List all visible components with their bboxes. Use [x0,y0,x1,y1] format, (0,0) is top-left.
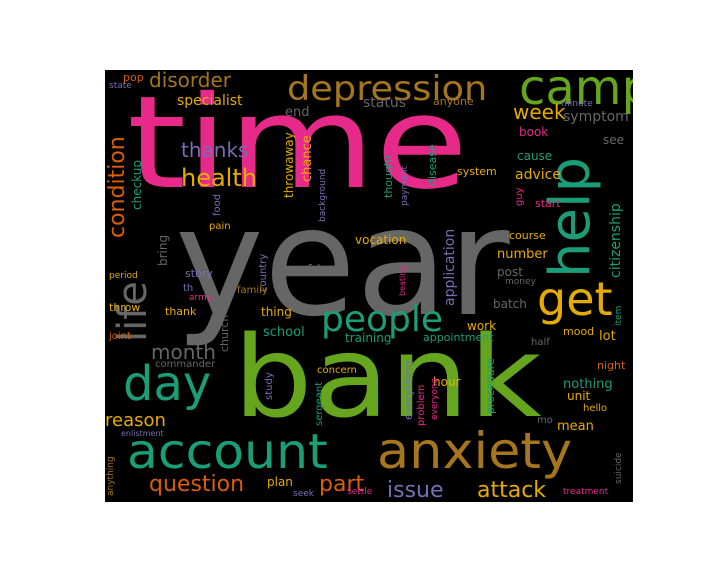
word-post: post [497,265,523,279]
word-throw: throw [109,301,141,314]
word-sergeant: sergeant [314,381,325,426]
word-time: time [127,70,469,218]
word-bring: bring [156,234,170,266]
word-item: item [614,305,624,326]
word-study: study [264,372,275,400]
word-account: account [127,424,328,480]
word-appointment: appointment [423,331,494,344]
word-state: state [109,81,132,91]
word-friend: friend [307,263,346,278]
word-beating: beating [398,265,407,296]
word-depression: depression [287,70,488,109]
word-mean: mean [557,419,594,434]
word-thing: thing [261,305,292,319]
word-concern: concern [317,365,357,376]
word-year: year [175,176,510,350]
word-end: end [285,105,310,120]
word-night: night [597,359,626,372]
word-th: th [183,283,194,294]
word-guy: guy [514,187,525,206]
word-question: question [149,472,245,497]
word-citizenship: citizenship [608,203,624,278]
word-seek: seek [293,489,314,499]
word-system: system [457,165,497,178]
word-treatment: treatment [563,487,609,497]
word-see: see [603,133,625,147]
word-illness: illness [462,241,475,276]
word-start: start [535,197,561,210]
word-cloud: time year bank depression camp help acco… [105,70,633,502]
word-anything: anything [106,456,116,496]
word-enlistment: enlistment [121,429,164,438]
word-reason: reason [105,410,166,431]
word-family: family [237,285,268,296]
word-payment: payment [400,165,410,206]
word-army: army [189,293,213,303]
word-health: health [181,164,257,192]
word-number: number [497,247,548,262]
word-condition: condition [105,136,130,238]
word-problem: problem [416,384,427,426]
word-hour: hour [433,375,461,389]
word-everyone: everyone [430,377,440,420]
word-work: work [467,319,497,333]
word-camp: camp [519,70,633,116]
word-hello: hello [583,403,608,414]
word-part: part [319,472,365,497]
word-month: month [151,340,216,364]
word-commander: commander [155,359,216,370]
word-vocation: vocation [355,233,407,247]
word-procedure: procedure [484,358,497,414]
word-bank: bank [233,313,542,443]
word-thanks: thanks [181,138,249,162]
word-book: book [519,125,549,139]
word-checkup: checkup [130,160,144,210]
word-school: school [263,325,305,340]
word-course: course [509,229,546,242]
word-status: status [363,95,407,111]
word-get: get [537,272,613,326]
word-application: application [442,228,458,306]
word-anxiety: anxiety [377,422,573,480]
word-food: food [212,193,223,216]
word-batch: batch [493,297,527,311]
word-suicide: suicide [614,452,624,484]
word-specialist: specialist [177,93,243,109]
word-day: day [123,356,212,412]
word-training: training [345,331,392,345]
word-mood: mood [563,325,595,338]
word-story: story [185,267,213,280]
word-nothing: nothing [563,377,613,392]
word-attack: attack [477,478,547,502]
word-disease: disease [426,144,439,186]
word-symptom: symptom [563,109,629,125]
word-week: week [513,100,566,124]
word-church: church [218,314,231,352]
word-settle: settle [347,487,373,497]
word-advice: advice [515,167,561,183]
word-thought: thought [382,154,395,198]
word-unit: unit [567,389,591,403]
word-issue: issue [387,478,444,502]
word-everything: everything [402,360,415,420]
word-disorder: disorder [149,70,232,92]
word-pop: pop [123,71,144,84]
word-pain: pain [209,221,231,232]
word-money: money [505,277,536,287]
word-thank: thank [165,305,197,318]
word-chance: chance [300,135,315,182]
word-plan: plan [267,475,293,489]
word-lot: lot [599,329,616,344]
word-throwaway: throwaway [282,132,296,198]
word-half: half [531,337,550,348]
word-joint: joint [109,331,131,342]
word-people: people [321,299,444,340]
word-anyone: anyone [433,95,474,108]
word-background: background [318,168,328,222]
word-cause: cause [517,149,553,163]
word-mo: mo [537,415,553,426]
word-minute: minute [561,99,593,109]
word-period: period [109,271,138,281]
